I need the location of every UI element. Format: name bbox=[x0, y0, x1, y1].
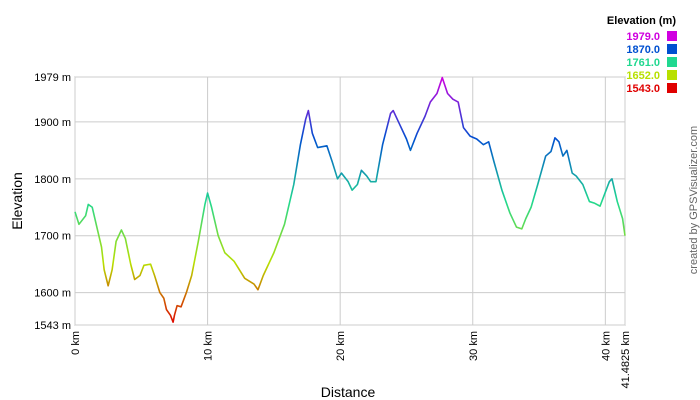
legend-swatch bbox=[667, 44, 677, 54]
x-tick-label: 10 km bbox=[203, 331, 215, 361]
x-tick-label: 0 km bbox=[70, 331, 82, 355]
watermark: created by GPSVisualizer.com bbox=[688, 126, 700, 274]
y-axis-label: Elevation bbox=[9, 172, 25, 230]
y-tick-label: 1600 m bbox=[34, 288, 71, 300]
legend-title: Elevation (m) bbox=[607, 15, 676, 27]
y-tick-label: 1800 m bbox=[34, 174, 71, 186]
legend-label: 1652.0 bbox=[626, 70, 660, 82]
legend-swatch bbox=[667, 31, 677, 41]
legend-label: 1979.0 bbox=[626, 31, 660, 43]
legend-label: 1543.0 bbox=[626, 83, 660, 95]
legend-swatch bbox=[667, 57, 677, 67]
elevation-line bbox=[74, 76, 626, 323]
x-tick-label: 41.4825 km bbox=[620, 331, 632, 388]
legend-swatch bbox=[667, 70, 677, 80]
y-tick-label: 1543 m bbox=[34, 320, 71, 332]
y-tick-label: 1900 m bbox=[34, 117, 71, 129]
legend-label: 1761.0 bbox=[626, 57, 660, 69]
y-tick-label: 1700 m bbox=[34, 231, 71, 243]
x-tick-label: 40 km bbox=[600, 331, 612, 361]
x-tick-label: 30 km bbox=[468, 331, 480, 361]
y-tick-label: 1979 m bbox=[34, 72, 71, 84]
legend-label: 1870.0 bbox=[626, 44, 660, 56]
plot-frame bbox=[74, 76, 626, 326]
x-axis-label: Distance bbox=[321, 384, 376, 400]
x-tick-label: 20 km bbox=[335, 331, 347, 361]
legend-swatch bbox=[667, 83, 677, 93]
